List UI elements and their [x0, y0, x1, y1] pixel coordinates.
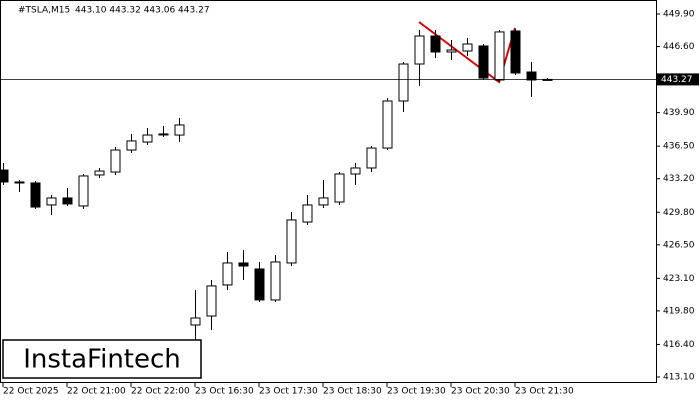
candle-body: [414, 35, 425, 65]
candle-body: [270, 261, 281, 301]
x-tick-label: 22 Oct 2025: [3, 387, 59, 397]
y-tick-label: 429.80: [663, 208, 695, 218]
candle-body: [222, 262, 233, 286]
logo: InstaFintech: [23, 345, 181, 375]
candle-body: [510, 30, 521, 74]
candle-body: [46, 197, 57, 206]
x-tick-label: 23 Oct 20:30: [451, 387, 510, 397]
candle-body: [526, 71, 537, 81]
current-price-label: 443.27: [661, 75, 693, 85]
y-tick-label: 419.80: [663, 306, 695, 316]
candle-body: [286, 219, 297, 264]
candle-body: [350, 167, 361, 175]
header-values: 443.10 443.32 443.06 443.27: [75, 6, 210, 16]
y-tick-label: 446.60: [663, 42, 695, 52]
candle-body: [14, 181, 25, 184]
pattern-line: [418, 21, 516, 84]
candle-body: [462, 43, 473, 52]
candle-body: [158, 133, 169, 136]
candle-body: [62, 197, 73, 205]
current-price-box: [657, 73, 699, 86]
x-tick-label: 23 Oct 16:30: [195, 387, 254, 397]
candle-body: [0, 169, 9, 183]
y-tick-label: 423.10: [663, 274, 695, 284]
x-tick-label: 23 Oct 21:30: [515, 387, 574, 397]
x-tick-label: 22 Oct 21:00: [67, 387, 126, 397]
x-tick-label: 23 Oct 18:30: [323, 387, 382, 397]
candle-body: [494, 31, 505, 81]
candle-body: [174, 124, 185, 136]
y-tick-label: 433.20: [663, 174, 695, 184]
chart-title: #TSLA,M15: [18, 6, 70, 16]
candle-body: [254, 268, 265, 301]
candle-body: [302, 204, 313, 223]
candle-body: [94, 170, 105, 176]
candle-body: [238, 262, 249, 267]
candle-body: [126, 140, 137, 151]
y-tick-label: 439.90: [663, 108, 695, 118]
candle-body: [142, 134, 153, 143]
candle-body: [30, 182, 41, 208]
y-tick-label: 449.90: [663, 10, 695, 20]
x-tick-label: 23 Oct 19:30: [387, 387, 446, 397]
plot-frame: [0, 0, 657, 383]
x-tick-label: 22 Oct 22:00: [131, 387, 190, 397]
candle-body: [334, 173, 345, 203]
candle-body: [478, 45, 489, 79]
candle-body: [446, 49, 457, 53]
logo-box: [2, 339, 202, 379]
candle-body: [430, 35, 441, 53]
candle-body: [206, 285, 217, 317]
y-tick-label: 413.10: [663, 372, 695, 382]
y-tick-label: 436.50: [663, 142, 695, 152]
candle-body: [398, 63, 409, 102]
y-tick-label: 426.50: [663, 240, 695, 250]
candle-body: [78, 175, 89, 207]
x-tick-label: 23 Oct 17:30: [259, 387, 318, 397]
candle-body: [366, 147, 377, 169]
candle-body: [110, 149, 121, 173]
candle-body: [382, 100, 393, 149]
candle-body: [190, 317, 201, 326]
y-tick-label: 416.40: [663, 340, 695, 350]
candle-body: [318, 197, 329, 206]
